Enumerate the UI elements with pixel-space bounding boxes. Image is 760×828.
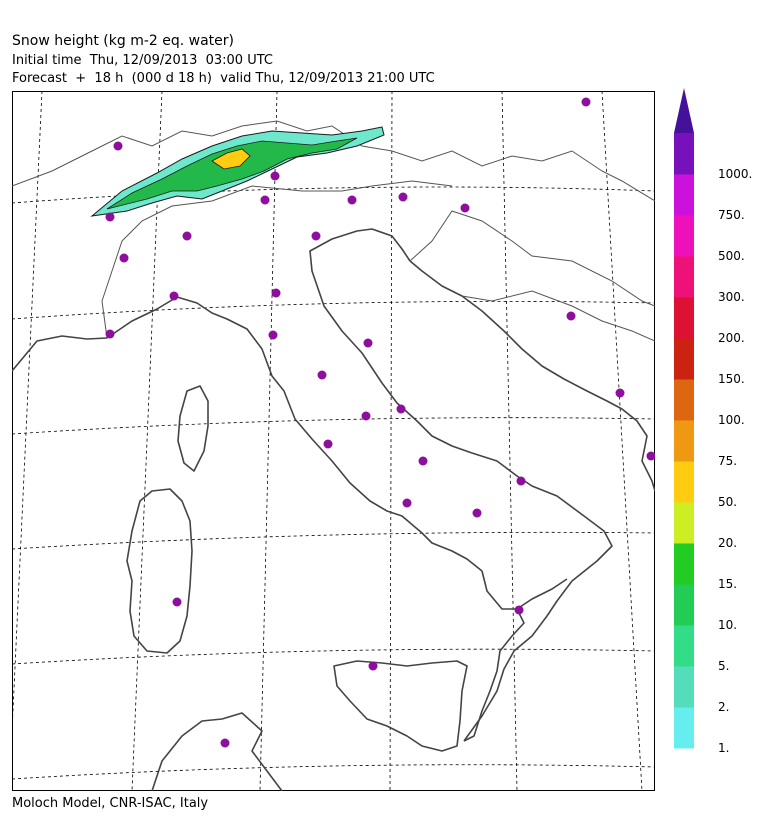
latlon-grid bbox=[12, 91, 655, 791]
legend-label: 50. bbox=[718, 495, 738, 509]
legend-swatch bbox=[674, 502, 694, 544]
model-credit: Moloch Model, CNR-ISAC, Italy bbox=[12, 796, 209, 811]
legend-label: 15. bbox=[718, 577, 738, 591]
legend-swatch bbox=[674, 625, 694, 667]
legend-swatch bbox=[674, 543, 694, 585]
legend-label: 300. bbox=[718, 290, 745, 304]
legend-top-arrow bbox=[674, 88, 694, 133]
legend-label: 150. bbox=[718, 372, 745, 386]
legend-label: 20. bbox=[718, 536, 738, 550]
legend-swatch bbox=[674, 584, 694, 626]
legend-swatch bbox=[674, 215, 694, 257]
chart-title: Snow height (kg m-2 eq. water) bbox=[12, 33, 235, 49]
initial-time-text: Initial time Thu, 12/09/2013 03:00 UTC bbox=[12, 53, 273, 68]
legend-swatch bbox=[674, 133, 694, 175]
legend-label: 1000. bbox=[718, 167, 753, 181]
legend-swatch bbox=[674, 461, 694, 503]
color-legend: 1. 2. 5. 10. 15. 20. 50. 75. 100. 150. 200. 300. 500… bbox=[674, 88, 760, 768]
legend-label: 10. bbox=[718, 618, 738, 632]
forecast-validity-text: Forecast + 18 h (000 d 18 h) valid Thu, … bbox=[12, 71, 435, 86]
legend-swatch bbox=[674, 379, 694, 421]
legend-label: 500. bbox=[718, 249, 745, 263]
legend-label: 100. bbox=[718, 413, 745, 427]
legend-label: 1. bbox=[718, 741, 730, 755]
legend-swatch bbox=[674, 666, 694, 708]
legend-swatch bbox=[674, 707, 694, 749]
map-panel bbox=[12, 91, 655, 791]
coastline bbox=[12, 228, 655, 791]
legend-label: 2. bbox=[718, 700, 730, 714]
legend-label: 5. bbox=[718, 659, 730, 673]
color-bar bbox=[674, 88, 694, 749]
snow-field bbox=[90, 126, 385, 217]
legend-label: 75. bbox=[718, 454, 738, 468]
station-dots bbox=[105, 97, 655, 748]
legend-swatch bbox=[674, 256, 694, 298]
legend-swatch bbox=[674, 420, 694, 462]
legend-swatch bbox=[674, 174, 694, 216]
legend-label: 750. bbox=[718, 208, 745, 222]
legend-swatch bbox=[674, 297, 694, 339]
legend-swatch bbox=[674, 338, 694, 380]
legend-label: 200. bbox=[718, 331, 745, 345]
